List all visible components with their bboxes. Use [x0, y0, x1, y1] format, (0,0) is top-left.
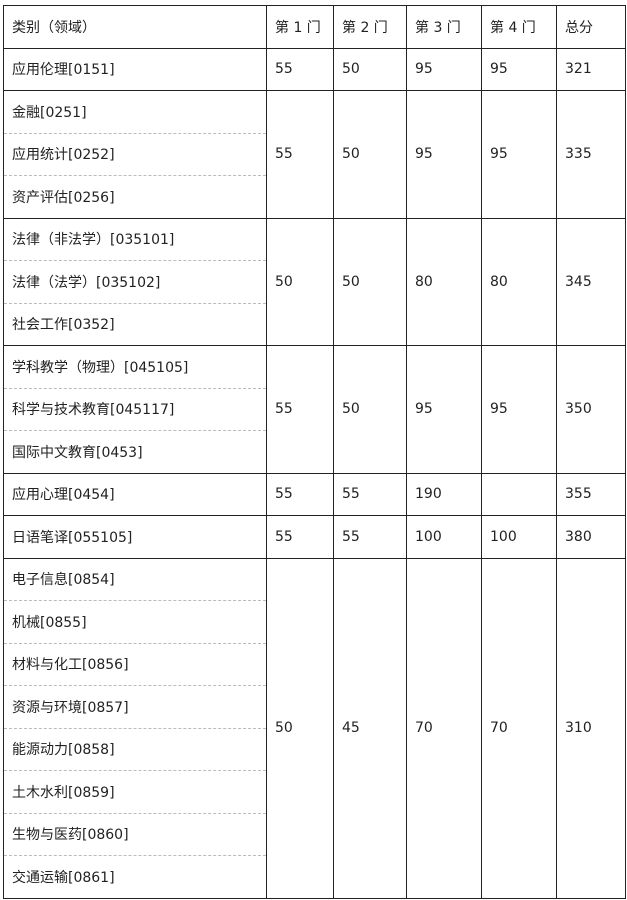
score-subject-4: 95: [481, 345, 557, 474]
category-cell: 法律（非法学）[035101]: [3, 217, 267, 261]
table-row: 法律（非法学）[035101] 50 50 80 80 345: [3, 217, 626, 346]
category-cell: 学科教学（物理）[045105]: [3, 345, 267, 389]
score-subject-4: 70: [481, 557, 557, 899]
score-subject-1: 55: [266, 47, 334, 91]
table-row: 应用伦理[0151] 55 50 95 95 321: [3, 47, 626, 91]
score-subject-3: 95: [406, 47, 482, 91]
category-cell: 能源动力[0858]: [3, 727, 267, 771]
score-table: 类别（领域） 第 1 门 第 2 门 第 3 门 第 4 门 总分 应用伦理[0…: [3, 5, 626, 899]
category-cell: 金融[0251]: [3, 90, 267, 134]
header-category: 类别（领域）: [3, 5, 267, 49]
table-row: 资产评估[0256]: [3, 175, 626, 219]
table-body: 应用伦理[0151] 55 50 95 95 321 金融[0251] 55 50 95 95 335…: [3, 47, 626, 899]
score-total: 380: [556, 515, 626, 559]
score-total: 350: [556, 345, 626, 474]
score-subject-2: 50: [333, 345, 407, 474]
score-total: 355: [556, 472, 626, 516]
header-subject-1: 第 1 门: [266, 5, 334, 49]
score-subject-4: [481, 472, 557, 516]
score-subject-1: 50: [266, 217, 334, 346]
category-cell: 机械[0855]: [3, 600, 267, 644]
category-cell: 社会工作[0352]: [3, 302, 267, 346]
category-cell: 交通运输[0861]: [3, 855, 267, 899]
table-row: 交通运输[0861]: [3, 855, 626, 899]
score-subject-3: 80: [406, 217, 482, 346]
table-row: 能源动力[0858]: [3, 727, 626, 771]
category-cell: 材料与化工[0856]: [3, 642, 267, 686]
header-row: 类别（领域） 第 1 门 第 2 门 第 3 门 第 4 门 总分: [3, 5, 626, 49]
category-cell: 应用伦理[0151]: [3, 47, 267, 91]
score-subject-1: 55: [266, 472, 334, 516]
score-subject-1: 55: [266, 90, 334, 219]
score-subject-1: 55: [266, 345, 334, 474]
score-subject-2: 50: [333, 47, 407, 91]
score-total: 335: [556, 90, 626, 219]
table-row: 社会工作[0352]: [3, 302, 626, 346]
score-subject-4: 95: [481, 47, 557, 91]
table-row: 学科教学（物理）[045105] 55 50 95 95 350: [3, 345, 626, 474]
category-cell: 应用心理[0454]: [3, 472, 267, 516]
table-row: 科学与技术教育[045117]: [3, 387, 626, 431]
table-row: 资源与环境[0857]: [3, 685, 626, 729]
header-subject-4: 第 4 门: [481, 5, 557, 49]
table-row: 应用统计[0252]: [3, 132, 626, 176]
category-cell: 法律（法学）[035102]: [3, 260, 267, 304]
score-subject-2: 50: [333, 217, 407, 346]
score-subject-2: 55: [333, 515, 407, 559]
category-cell: 资源与环境[0857]: [3, 685, 267, 729]
header-subject-3: 第 3 门: [406, 5, 482, 49]
header-subject-2: 第 2 门: [333, 5, 407, 49]
category-cell: 土木水利[0859]: [3, 770, 267, 814]
score-subject-2: 55: [333, 472, 407, 516]
table-row: 日语笔译[055105] 55 55 100 100 380: [3, 515, 626, 559]
table-row: 生物与医药[0860]: [3, 812, 626, 856]
score-subject-3: 95: [406, 345, 482, 474]
score-total: 321: [556, 47, 626, 91]
score-subject-1: 55: [266, 515, 334, 559]
score-subject-4: 95: [481, 90, 557, 219]
table-row: 金融[0251] 55 50 95 95 335: [3, 90, 626, 219]
category-cell: 资产评估[0256]: [3, 175, 267, 219]
table-row: 应用心理[0454] 55 55 190 355: [3, 472, 626, 516]
category-cell: 国际中文教育[0453]: [3, 430, 267, 474]
table-row: 土木水利[0859]: [3, 770, 626, 814]
table-row: 国际中文教育[0453]: [3, 430, 626, 474]
score-subject-1: 50: [266, 557, 334, 899]
score-subject-3: 95: [406, 90, 482, 219]
category-cell: 科学与技术教育[045117]: [3, 387, 267, 431]
table-row: 电子信息[0854] 50 45 70 70 310: [3, 557, 626, 899]
score-subject-2: 45: [333, 557, 407, 899]
score-total: 345: [556, 217, 626, 346]
header-total: 总分: [556, 5, 626, 49]
score-subject-4: 100: [481, 515, 557, 559]
score-subject-3: 70: [406, 557, 482, 899]
score-subject-3: 190: [406, 472, 482, 516]
score-subject-3: 100: [406, 515, 482, 559]
score-subject-4: 80: [481, 217, 557, 346]
category-cell: 生物与医药[0860]: [3, 812, 267, 856]
table-row: 机械[0855]: [3, 600, 626, 644]
score-subject-2: 50: [333, 90, 407, 219]
category-cell: 应用统计[0252]: [3, 132, 267, 176]
category-cell: 日语笔译[055105]: [3, 515, 267, 559]
table-row: 材料与化工[0856]: [3, 642, 626, 686]
score-total: 310: [556, 557, 626, 899]
category-cell: 电子信息[0854]: [3, 557, 267, 601]
